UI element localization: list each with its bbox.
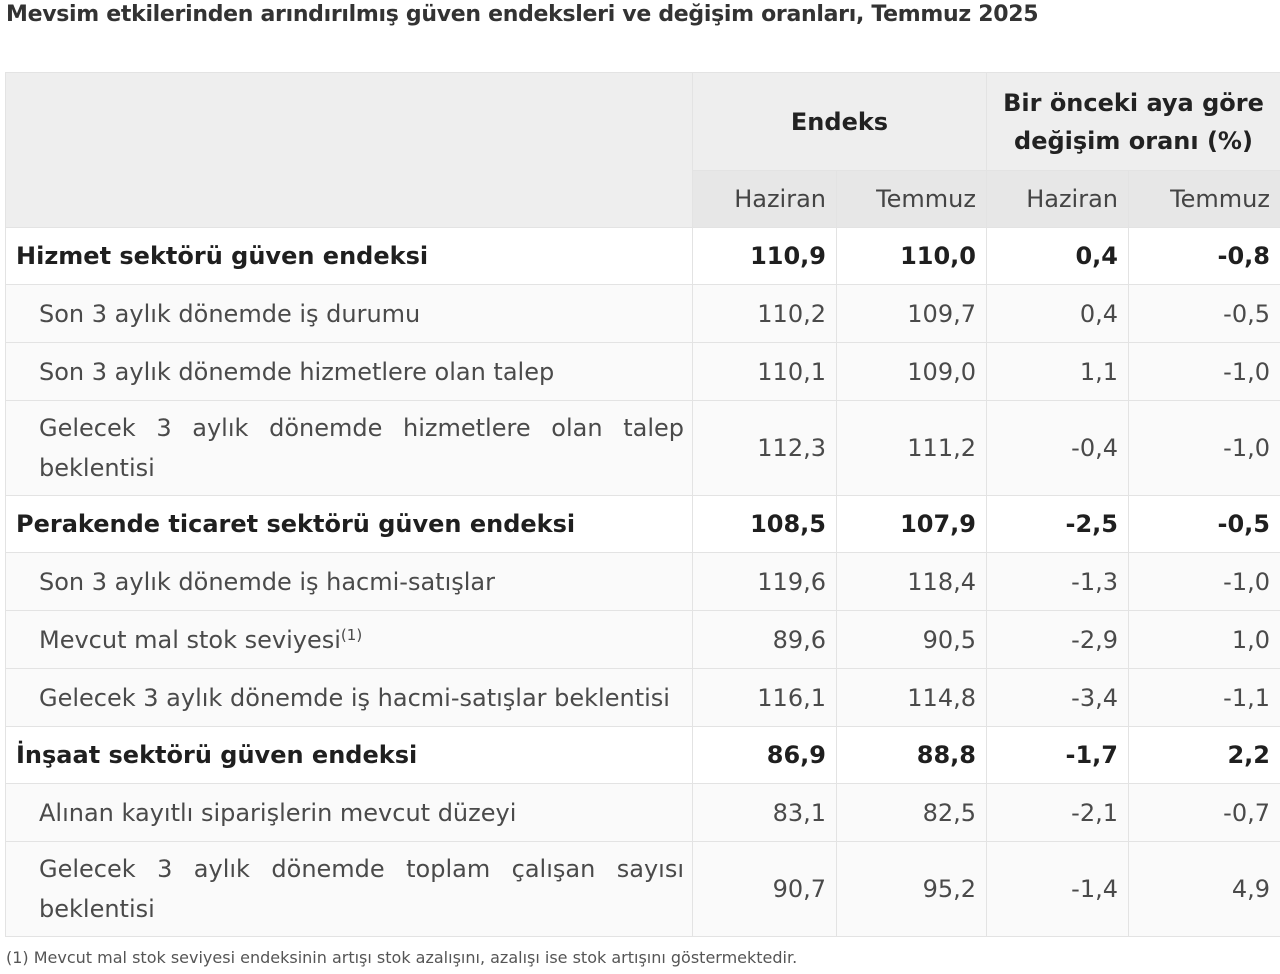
row-label: Mevcut mal stok seviyesi(1) bbox=[5, 610, 693, 669]
row-label: Son 3 aylık dönemde iş hacmi-satışlar bbox=[5, 552, 693, 611]
page-title: Mevsim etkilerinden arındırılmış güven e… bbox=[6, 2, 1039, 27]
header-blank-cell bbox=[5, 72, 693, 228]
value-index-july: 110,0 bbox=[836, 227, 987, 285]
row-label: Alınan kayıtlı siparişlerin mevcut düzey… bbox=[5, 783, 693, 842]
value-change-july: 4,9 bbox=[1128, 841, 1280, 937]
value-index-july: 82,5 bbox=[836, 783, 987, 842]
header-index-group: Endeks bbox=[692, 72, 987, 171]
value-index-july: 90,5 bbox=[836, 610, 987, 669]
value-change-june: -2,1 bbox=[986, 783, 1129, 842]
row-label: Son 3 aylık dönemde iş durumu bbox=[5, 284, 693, 343]
value-change-july: -1,0 bbox=[1128, 400, 1280, 496]
value-change-june: 0,4 bbox=[986, 227, 1129, 285]
value-index-june: 86,9 bbox=[692, 726, 837, 784]
value-change-july: -1,0 bbox=[1128, 552, 1280, 611]
table-row: Gelecek 3 aylık dönemde hizmetlere olan … bbox=[5, 400, 1280, 496]
value-change-june: -1,3 bbox=[986, 552, 1129, 611]
confidence-index-table: Endeks Bir önceki aya göre değişim oranı… bbox=[5, 72, 1280, 937]
value-change-july: -1,1 bbox=[1128, 668, 1280, 727]
value-index-july: 109,0 bbox=[836, 342, 987, 401]
value-change-july: -1,0 bbox=[1128, 342, 1280, 401]
row-label: Hizmet sektörü güven endeksi bbox=[5, 227, 693, 285]
value-change-june: 0,4 bbox=[986, 284, 1129, 343]
value-index-july: 118,4 bbox=[836, 552, 987, 611]
value-change-july: -0,5 bbox=[1128, 284, 1280, 343]
value-index-june: 90,7 bbox=[692, 841, 837, 937]
row-label: Gelecek 3 aylık dönemde toplam çalışan s… bbox=[5, 841, 693, 937]
value-index-july: 95,2 bbox=[836, 841, 987, 937]
value-change-june: -0,4 bbox=[986, 400, 1129, 496]
value-change-july: -0,8 bbox=[1128, 227, 1280, 285]
row-label: İnşaat sektörü güven endeksi bbox=[5, 726, 693, 784]
value-index-july: 88,8 bbox=[836, 726, 987, 784]
row-label: Perakende ticaret sektörü güven endeksi bbox=[5, 495, 693, 553]
value-change-june: 1,1 bbox=[986, 342, 1129, 401]
row-label: Gelecek 3 aylık dönemde iş hacmi-satışla… bbox=[5, 668, 693, 727]
value-index-june: 110,9 bbox=[692, 227, 837, 285]
value-index-june: 108,5 bbox=[692, 495, 837, 553]
table-row: Son 3 aylık dönemde hizmetlere olan tale… bbox=[5, 342, 1280, 401]
value-index-june: 119,6 bbox=[692, 552, 837, 611]
footnote-marker: (1) bbox=[340, 625, 363, 644]
value-change-july: -0,7 bbox=[1128, 783, 1280, 842]
value-change-june: -1,7 bbox=[986, 726, 1129, 784]
value-index-june: 89,6 bbox=[692, 610, 837, 669]
value-change-july: 1,0 bbox=[1128, 610, 1280, 669]
table-row: İnşaat sektörü güven endeksi 86,9 88,8 -… bbox=[5, 726, 1280, 784]
value-change-july: 2,2 bbox=[1128, 726, 1280, 784]
footnote: (1) Mevcut mal stok seviyesi endeksinin … bbox=[6, 948, 798, 967]
value-index-june: 116,1 bbox=[692, 668, 837, 727]
value-index-june: 112,3 bbox=[692, 400, 837, 496]
table-row: Gelecek 3 aylık dönemde toplam çalışan s… bbox=[5, 841, 1280, 937]
value-change-july: -0,5 bbox=[1128, 495, 1280, 553]
value-index-july: 109,7 bbox=[836, 284, 987, 343]
value-change-june: -2,9 bbox=[986, 610, 1129, 669]
row-label: Gelecek 3 aylık dönemde hizmetlere olan … bbox=[5, 400, 693, 496]
header-index-july: Temmuz bbox=[836, 170, 987, 228]
value-change-june: -3,4 bbox=[986, 668, 1129, 727]
header-change-group: Bir önceki aya göre değişim oranı (%) bbox=[986, 72, 1280, 171]
row-label-text: Mevcut mal stok seviyesi bbox=[39, 625, 341, 654]
table-row: Hizmet sektörü güven endeksi 110,9 110,0… bbox=[5, 227, 1280, 285]
value-index-july: 111,2 bbox=[836, 400, 987, 496]
value-change-june: -1,4 bbox=[986, 841, 1129, 937]
table-row: Alınan kayıtlı siparişlerin mevcut düzey… bbox=[5, 783, 1280, 842]
value-index-june: 83,1 bbox=[692, 783, 837, 842]
table-row: Mevcut mal stok seviyesi(1) 89,6 90,5 -2… bbox=[5, 610, 1280, 669]
value-index-june: 110,1 bbox=[692, 342, 837, 401]
header-change-july: Temmuz bbox=[1128, 170, 1280, 228]
header-index-june: Haziran bbox=[692, 170, 837, 228]
table-row: Son 3 aylık dönemde iş hacmi-satışlar 11… bbox=[5, 552, 1280, 611]
value-index-june: 110,2 bbox=[692, 284, 837, 343]
table-row: Perakende ticaret sektörü güven endeksi … bbox=[5, 495, 1280, 553]
header-change-june: Haziran bbox=[986, 170, 1129, 228]
table-row: Gelecek 3 aylık dönemde iş hacmi-satışla… bbox=[5, 668, 1280, 727]
value-index-july: 114,8 bbox=[836, 668, 987, 727]
value-change-june: -2,5 bbox=[986, 495, 1129, 553]
row-label: Son 3 aylık dönemde hizmetlere olan tale… bbox=[5, 342, 693, 401]
table-row: Son 3 aylık dönemde iş durumu 110,2 109,… bbox=[5, 284, 1280, 343]
value-index-july: 107,9 bbox=[836, 495, 987, 553]
